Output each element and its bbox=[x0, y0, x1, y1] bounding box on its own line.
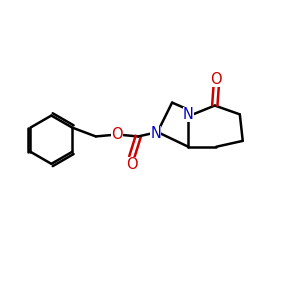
Text: O: O bbox=[126, 157, 138, 172]
Text: O: O bbox=[210, 72, 222, 87]
Text: O: O bbox=[111, 128, 123, 142]
Text: N: N bbox=[183, 107, 194, 122]
Text: N: N bbox=[151, 126, 161, 141]
